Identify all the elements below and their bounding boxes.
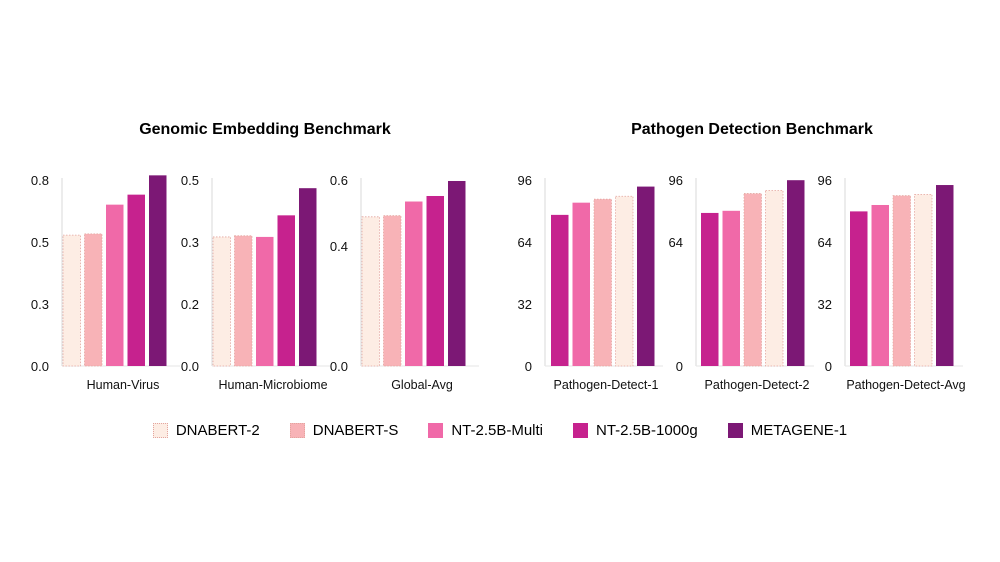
y-tick-label: 0.3 <box>181 235 199 250</box>
x-axis-label: Human-Virus <box>87 378 160 392</box>
legend-item: METAGENE-1 <box>727 421 848 439</box>
y-tick-label: 0.5 <box>31 235 49 250</box>
bar-dnabert-2 <box>914 193 933 367</box>
y-tick-label: 32 <box>818 297 832 312</box>
y-tick-label: 0.4 <box>330 239 348 254</box>
bar-nt-2-5b-1000g <box>426 195 444 366</box>
y-tick-label: 0.0 <box>31 359 49 374</box>
legend-label: METAGENE-1 <box>750 421 848 439</box>
bar-dnabert-2 <box>212 236 231 367</box>
y-tick-label: 64 <box>818 235 832 250</box>
y-tick-label: 0.0 <box>181 359 199 374</box>
bar-nt-2-5b-multi <box>572 202 590 366</box>
bar-dnabert-s <box>743 193 762 367</box>
bar-dnabert-s <box>593 198 612 367</box>
legend-item: NT-2.5B-1000g <box>573 422 698 439</box>
y-tick-label: 0 <box>825 359 832 374</box>
bar-metagene-1 <box>149 175 167 366</box>
legend-label: DNABERT-S <box>312 421 399 439</box>
y-tick-label: 0.6 <box>330 173 348 188</box>
bar-nt-2-5b-1000g <box>277 215 295 366</box>
bar-nt-2-5b-multi <box>106 204 124 366</box>
bar-nt-2-5b-multi <box>871 204 889 366</box>
bar-nt-2-5b-multi <box>405 201 423 366</box>
bar-nt-2-5b-1000g <box>850 211 868 366</box>
legend-label: DNABERT-2 <box>175 421 260 439</box>
bar-nt-2-5b-1000g <box>127 194 145 366</box>
legend-item: DNABERT-S <box>289 421 399 439</box>
bar-metagene-1 <box>299 188 317 366</box>
chart-legend: DNABERT-2 DNABERT-S NT-2.5B-Multi NT-2.5B-1… <box>0 418 1000 442</box>
bar-dnabert-s <box>234 235 253 367</box>
y-tick-label: 0.3 <box>31 297 49 312</box>
bar-dnabert-s <box>892 195 911 367</box>
y-tick-label: 0 <box>676 359 683 374</box>
y-tick-label: 96 <box>818 173 832 188</box>
bar-dnabert-2 <box>615 195 634 367</box>
group-title-pathogen: Pathogen Detection Benchmark <box>631 121 873 138</box>
y-tick-label: 32 <box>518 297 532 312</box>
bar-metagene-1 <box>787 180 805 366</box>
bar-nt-2-5b-multi <box>256 236 274 366</box>
y-tick-label: 0.8 <box>31 173 49 188</box>
legend-swatch <box>152 422 168 438</box>
y-tick-label: 64 <box>669 235 683 250</box>
y-tick-label: 64 <box>518 235 532 250</box>
x-axis-label: Human-Microbiome <box>218 378 327 392</box>
bar-metagene-1 <box>448 180 466 366</box>
bar-dnabert-2 <box>361 216 380 367</box>
bar-dnabert-2 <box>62 234 81 367</box>
x-axis-label: Pathogen-Detect-1 <box>554 378 659 392</box>
group-title-genomic: Genomic Embedding Benchmark <box>139 121 391 138</box>
legend-swatch <box>573 422 589 438</box>
x-axis-label: Pathogen-Detect-Avg <box>846 378 965 392</box>
y-tick-label: 0.0 <box>330 359 348 374</box>
legend-label: NT-2.5B-1000g <box>596 421 698 439</box>
bar-metagene-1 <box>637 186 655 366</box>
legend-swatch <box>428 422 444 438</box>
bar-nt-2-5b-1000g <box>551 214 569 366</box>
bar-nt-2-5b-1000g <box>701 212 719 366</box>
bar-dnabert-2 <box>765 190 784 367</box>
legend-swatch <box>727 422 743 438</box>
bar-metagene-1 <box>936 185 954 366</box>
bar-dnabert-s <box>383 215 402 367</box>
y-tick-label: 0.5 <box>181 173 199 188</box>
y-tick-label: 96 <box>669 173 683 188</box>
legend-swatch <box>289 422 305 438</box>
bar-dnabert-s <box>84 233 103 367</box>
y-tick-label: 0 <box>525 359 532 374</box>
legend-item: NT-2.5B-Multi <box>428 422 543 439</box>
legend-item: DNABERT-2 <box>152 421 260 439</box>
bar-nt-2-5b-multi <box>722 210 740 366</box>
y-tick-label: 96 <box>518 173 532 188</box>
x-axis-label: Pathogen-Detect-2 <box>705 378 810 392</box>
legend-label: NT-2.5B-Multi <box>451 421 544 439</box>
y-tick-label: 0.2 <box>181 297 199 312</box>
x-axis-label: Global-Avg <box>391 378 453 392</box>
